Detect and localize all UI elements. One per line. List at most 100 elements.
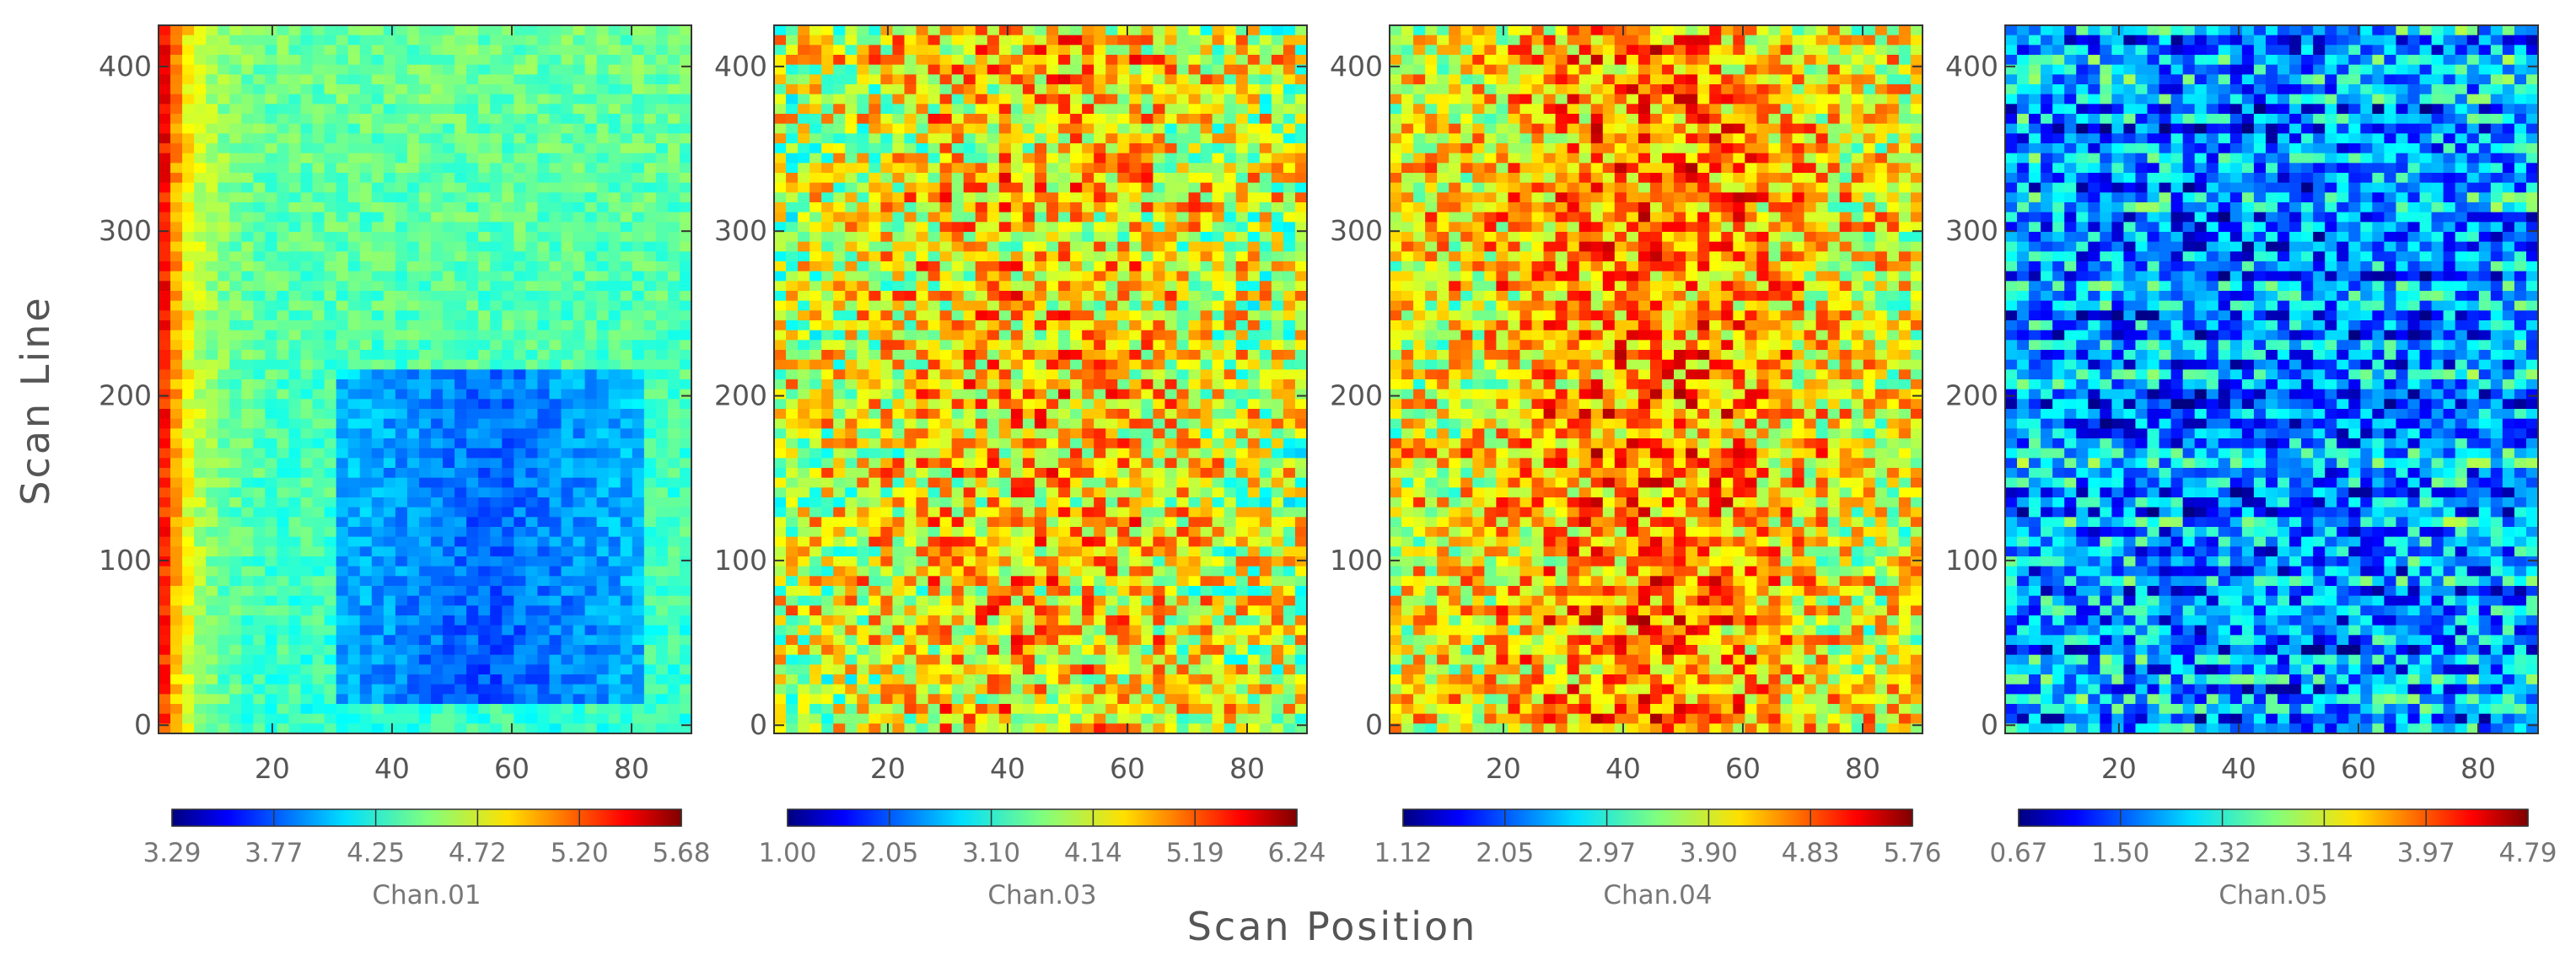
heatmap-cell [1010, 379, 1024, 390]
heatmap-cell [229, 595, 242, 606]
heatmap-cell [347, 645, 361, 656]
heatmap-cell [857, 104, 869, 115]
heatmap-cell [383, 163, 396, 174]
heatmap-cell [443, 468, 455, 479]
heatmap-cell [1259, 35, 1272, 46]
heatmap-cell [1212, 182, 1225, 193]
heatmap-cell [443, 320, 455, 331]
heatmap-cell [1046, 104, 1059, 115]
heatmap-cell [218, 379, 230, 390]
heatmap-cell [596, 281, 610, 292]
heatmap-cell [786, 114, 799, 125]
heatmap-cell [596, 674, 610, 685]
heatmap-cell [1094, 123, 1106, 134]
heatmap-cell [229, 458, 242, 469]
heatmap-cell [288, 261, 302, 272]
heatmap-cell [182, 123, 195, 134]
heatmap-cell [1153, 310, 1166, 321]
heatmap-cell [288, 182, 302, 193]
heatmap-cell [359, 527, 373, 538]
heatmap-cell [478, 615, 491, 626]
heatmap-cell [1129, 369, 1142, 380]
heatmap-cell [253, 458, 266, 469]
heatmap-cell [584, 55, 598, 66]
heatmap-cell [371, 645, 385, 656]
heatmap-cell [573, 359, 586, 370]
heatmap-cell [1105, 241, 1118, 252]
heatmap-cell [573, 64, 586, 75]
heatmap-cell [466, 409, 479, 420]
heatmap-cell [1294, 192, 1308, 203]
heatmap-cell [1188, 300, 1202, 311]
heatmap-cell [241, 428, 254, 439]
heatmap-cell [443, 546, 455, 557]
heatmap-cell [1176, 143, 1190, 154]
heatmap-cell [632, 595, 645, 606]
heatmap-cell [809, 35, 822, 46]
heatmap-cell [987, 192, 1000, 203]
heatmap-cell [336, 281, 349, 292]
heatmap-cell [383, 281, 396, 292]
heatmap-cell [1010, 173, 1024, 184]
heatmap-cell [632, 143, 645, 154]
heatmap-cell [359, 45, 373, 56]
heatmap-cell [1271, 133, 1284, 144]
heatmap-cell [395, 713, 408, 724]
heatmap-cell [443, 35, 455, 46]
heatmap-cell [892, 330, 906, 341]
heatmap-cell [1188, 192, 1202, 203]
heatmap-cell [584, 468, 598, 479]
heatmap-cell [998, 123, 1012, 134]
heatmap-cell [265, 369, 278, 380]
heatmap-cell [1141, 64, 1154, 75]
heatmap-cell [1200, 182, 1213, 193]
heatmap-cell [916, 310, 929, 321]
heatmap-cell [300, 55, 314, 66]
heatmap-cell [904, 173, 917, 184]
heatmap-cell [229, 645, 242, 656]
heatmap-cell [336, 359, 349, 370]
heatmap-cell [679, 576, 692, 587]
heatmap-cell [418, 291, 432, 302]
heatmap-cell [821, 163, 834, 174]
heatmap-cell [916, 359, 929, 370]
heatmap-cell [1259, 310, 1272, 321]
heatmap-cell [1010, 143, 1024, 154]
heatmap-cell [514, 143, 526, 154]
heatmap-cell [916, 330, 929, 341]
heatmap-cell [371, 241, 385, 252]
heatmap-cell [1294, 350, 1308, 361]
heatmap-cell [454, 222, 467, 233]
heatmap-cell [786, 222, 799, 233]
heatmap-cell [1153, 389, 1166, 400]
heatmap-cell [573, 468, 586, 479]
heatmap-cell [1283, 55, 1296, 66]
heatmap-cell [336, 448, 349, 459]
heatmap-cell [573, 340, 586, 351]
heatmap-cell [1010, 251, 1024, 262]
heatmap-cell [206, 350, 218, 361]
heatmap-cell [1022, 35, 1035, 46]
heatmap-cell [490, 133, 503, 144]
heatmap-cell [632, 468, 645, 479]
heatmap-cell [359, 684, 373, 695]
heatmap-cell [632, 35, 645, 46]
heatmap-cell [620, 251, 633, 262]
heatmap-cell [1247, 350, 1261, 361]
heatmap-cell [561, 438, 574, 449]
heatmap-cell [300, 241, 314, 252]
heatmap-cell [1176, 163, 1190, 174]
heatmap-cell [939, 379, 953, 390]
heatmap-cell [620, 536, 633, 547]
heatmap-cell [312, 35, 325, 46]
heatmap-cell [998, 84, 1012, 95]
heatmap-cell [1082, 192, 1094, 203]
heatmap-cell [951, 232, 965, 243]
heatmap-cell [431, 389, 444, 400]
heatmap-cell [620, 674, 633, 685]
heatmap-cell [395, 330, 408, 341]
heatmap-cell [963, 35, 976, 46]
heatmap-cell [561, 605, 574, 616]
heatmap-cell [1200, 104, 1213, 115]
heatmap-cell [336, 261, 349, 272]
